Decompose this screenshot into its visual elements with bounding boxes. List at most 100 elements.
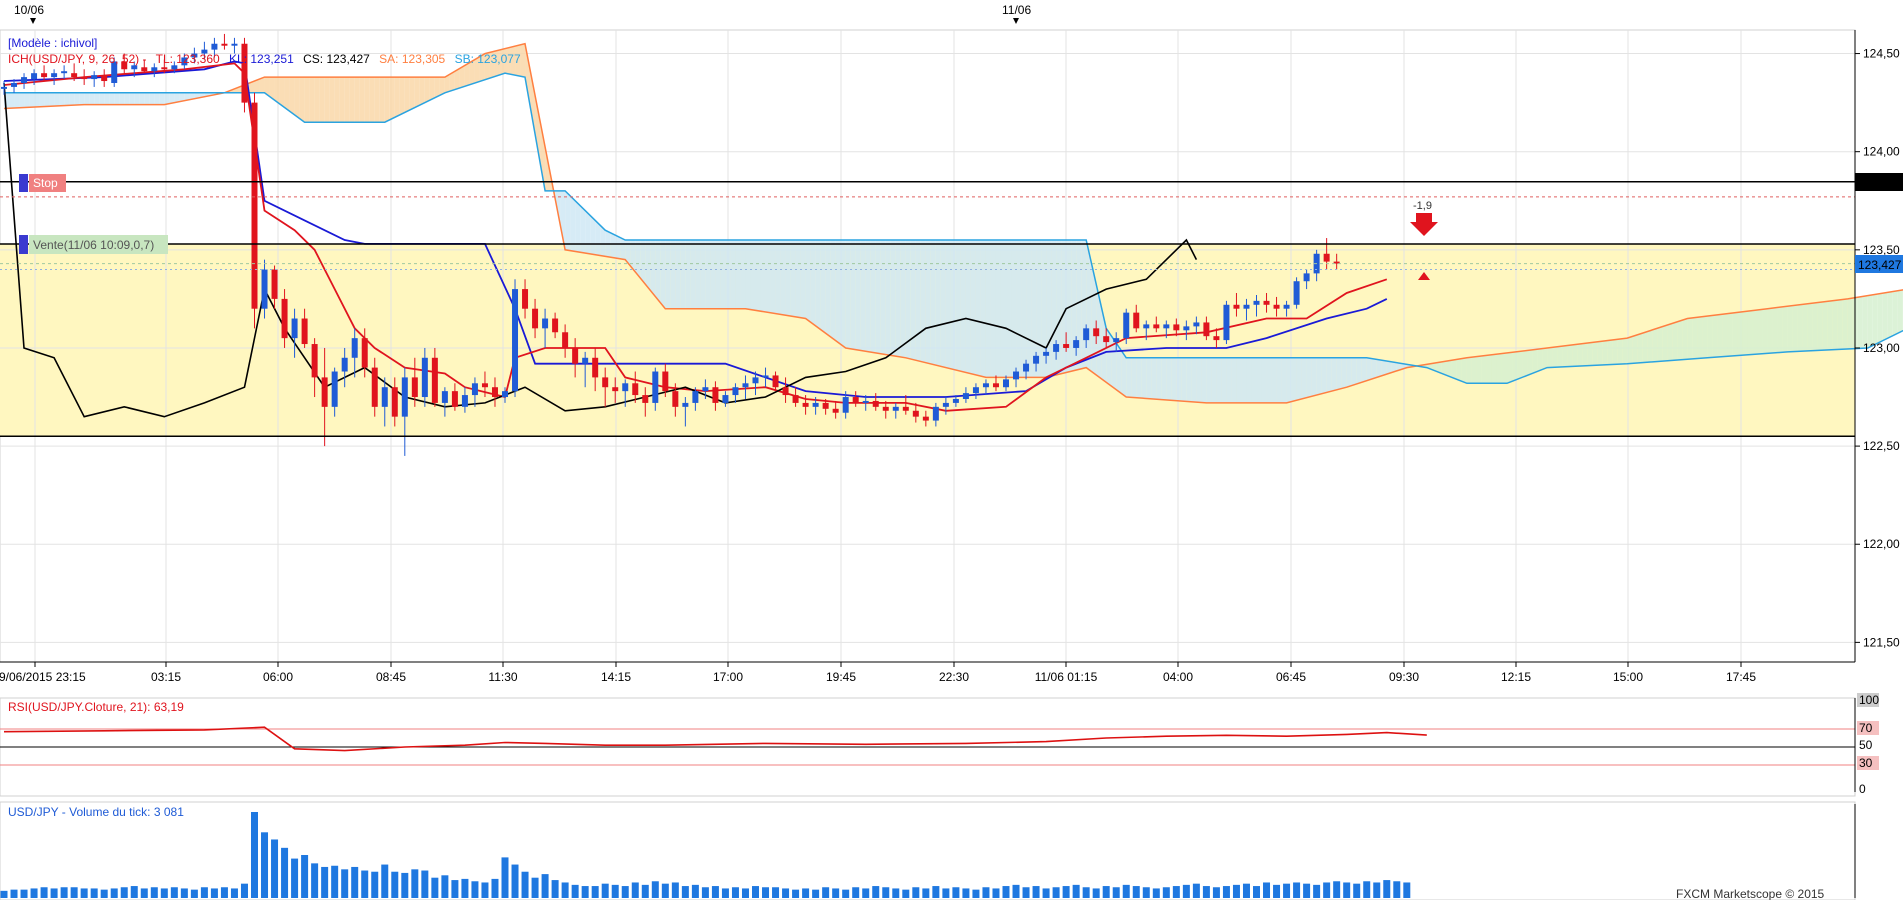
cloud-segment xyxy=(1767,308,1773,354)
cloud-segment xyxy=(685,240,691,309)
cloud-segment xyxy=(715,240,721,309)
cloud-segment xyxy=(1742,311,1748,356)
cloud-segment xyxy=(865,240,871,353)
cloud-segment xyxy=(1156,357,1162,400)
cloud-segment xyxy=(1461,357,1467,384)
volume-bar xyxy=(1192,883,1200,898)
candle-body xyxy=(822,402,829,409)
cloud-segment xyxy=(650,240,656,297)
candle-body xyxy=(952,398,959,403)
stop-order-tag[interactable]: Stop xyxy=(19,174,66,192)
candle-body xyxy=(151,67,158,72)
volume-bar xyxy=(1363,881,1371,898)
candle-body xyxy=(652,371,659,403)
sell-order-tag[interactable]: Vente(11/06 10:09,0,7) xyxy=(19,235,168,254)
volume-bar xyxy=(1273,884,1281,898)
volume-bar xyxy=(311,863,319,898)
volume-bar xyxy=(621,886,629,898)
cloud-segment xyxy=(359,77,365,123)
cloud-segment xyxy=(174,92,180,103)
sell-order-handle[interactable] xyxy=(19,235,28,254)
volume-bar xyxy=(1092,888,1100,898)
cloud-segment xyxy=(159,92,165,105)
cloud-segment xyxy=(1026,240,1032,378)
candle-body xyxy=(1053,344,1060,352)
stop-order-box xyxy=(29,174,66,192)
candle-body xyxy=(1093,328,1100,337)
cloud-segment xyxy=(1351,357,1357,386)
cloud-segment xyxy=(530,69,536,135)
cloud-segment xyxy=(1221,357,1227,403)
volume-bar xyxy=(1002,886,1010,898)
cloud-segment xyxy=(1006,240,1012,378)
cloud-segment xyxy=(1807,303,1813,351)
rsi-level-badge xyxy=(1857,756,1879,770)
cloud-segment xyxy=(1682,318,1688,360)
cloud-segment xyxy=(920,240,926,363)
price-axis: 124,50 124,00 123,50 123,00 122,50 122,00 121,… xyxy=(1854,30,1900,662)
cloud-segment xyxy=(1827,300,1833,350)
volume-bar xyxy=(411,869,419,898)
cloud-segment xyxy=(755,240,761,312)
candle-body xyxy=(461,395,468,407)
cloud-segment xyxy=(710,240,716,309)
cloud-segment xyxy=(1642,331,1648,363)
volume-bar xyxy=(531,877,539,898)
cloud-segment xyxy=(985,240,991,378)
x-tick-label: 22:30 xyxy=(939,670,969,684)
cloud-segment xyxy=(1501,352,1507,384)
candle-body xyxy=(942,402,949,407)
stop-order-handle[interactable] xyxy=(19,174,28,192)
candle-body xyxy=(321,377,328,407)
cloud-segment xyxy=(314,77,320,123)
volume-bar xyxy=(1082,887,1090,898)
candle-body xyxy=(732,387,739,396)
cloud-segment xyxy=(1141,357,1147,399)
cloud-segment xyxy=(680,240,686,309)
cloud-segment xyxy=(1476,355,1482,384)
cloud-segment xyxy=(1657,326,1663,362)
volume-bar xyxy=(902,889,910,898)
cloud-segment xyxy=(1822,301,1828,351)
cloud-segment xyxy=(1081,240,1087,369)
senkou-b-line xyxy=(4,72,1903,385)
cloud-segment xyxy=(474,56,480,83)
cloud-segment xyxy=(935,240,941,367)
volume-bar xyxy=(1353,883,1361,898)
cloud-segment xyxy=(1356,357,1362,384)
volume-bar xyxy=(210,888,218,898)
cloud-segment xyxy=(1371,358,1377,380)
volume-bar xyxy=(772,887,780,898)
cloud-segment xyxy=(1296,357,1302,401)
cloud-segment xyxy=(1857,296,1863,349)
cloud-segment xyxy=(1592,341,1598,366)
cloud-segment xyxy=(1306,357,1312,398)
cloud-segment xyxy=(1617,338,1623,365)
volume-bar xyxy=(1383,880,1391,898)
main-price-panel[interactable]: 124,50 124,00 123,50 123,00 122,50 122,00 121,… xyxy=(0,29,1903,684)
volume-bar xyxy=(521,871,529,898)
cloud-segment xyxy=(610,232,616,259)
cloud-segment xyxy=(1637,333,1643,363)
cloud-segment xyxy=(319,77,325,123)
rsi-panel[interactable]: 100 70 50 30 0 RSI(USD/JPY.Cloture, 21): 63,… xyxy=(0,693,1879,797)
cloud-segment xyxy=(324,77,330,123)
cloud-segment xyxy=(1331,357,1337,392)
cloud-segment xyxy=(830,240,836,341)
cloud-segment xyxy=(89,92,95,105)
candle-body xyxy=(261,269,268,309)
candle-body xyxy=(1233,304,1240,309)
cloud-segment xyxy=(820,240,826,334)
cloud-segment xyxy=(99,92,105,105)
volume-bar xyxy=(381,864,389,898)
cloud-segment xyxy=(409,77,415,110)
volume-panel[interactable]: USD/JPY - Volume du tick: 3 081 FXCM Mar… xyxy=(0,801,1856,900)
cloud-segment xyxy=(770,240,776,314)
volume-bar xyxy=(762,887,770,898)
candle-body xyxy=(992,383,999,388)
cloud-segment xyxy=(1061,240,1067,374)
cloud-segment xyxy=(775,240,781,315)
volume-bar xyxy=(782,888,790,898)
candle-body xyxy=(471,383,478,396)
